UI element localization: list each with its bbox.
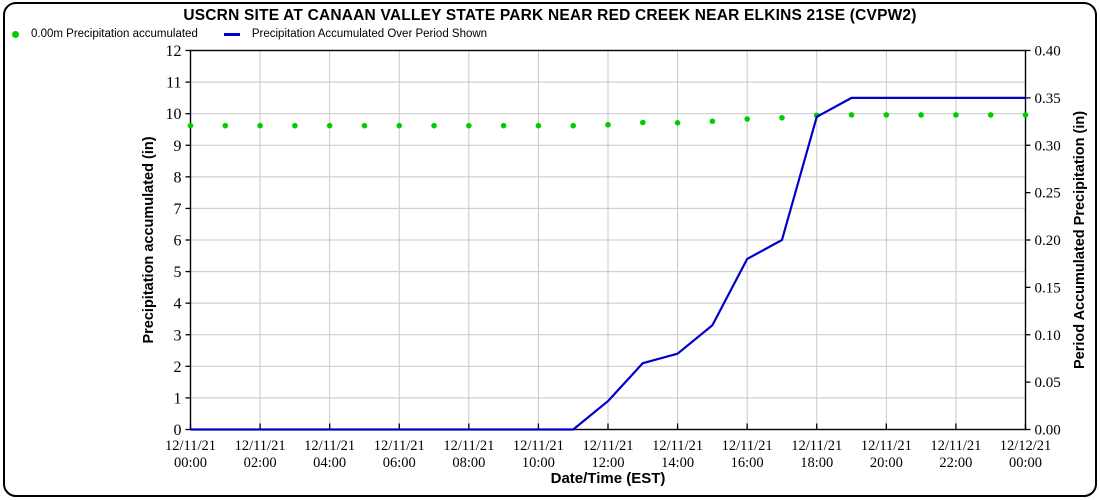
svg-text:4: 4 [174, 296, 182, 313]
svg-text:22:00: 22:00 [939, 455, 972, 471]
page-title: USCRN SITE AT CANAAN VALLEY STATE PARK N… [183, 7, 917, 24]
svg-text:12/11/21: 12/11/21 [235, 438, 286, 454]
svg-text:00:00: 00:00 [1009, 455, 1042, 471]
svg-text:12/11/21: 12/11/21 [861, 438, 912, 454]
series-dots [187, 112, 1029, 129]
svg-text:0.20: 0.20 [1035, 233, 1061, 249]
svg-text:12/11/21: 12/11/21 [513, 438, 564, 454]
legend-item-label: 0.00m Precipitation accumulated [31, 28, 198, 40]
svg-text:14:00: 14:00 [661, 455, 694, 471]
svg-text:10: 10 [166, 106, 182, 123]
svg-text:12/11/21: 12/11/21 [304, 438, 355, 454]
svg-text:12/11/21: 12/11/21 [443, 438, 494, 454]
svg-text:04:00: 04:00 [313, 455, 346, 471]
svg-text:9: 9 [174, 138, 182, 155]
svg-text:12/11/21: 12/11/21 [791, 438, 842, 454]
y-left-axis-title: Precipitation accumulated (in) [141, 136, 157, 343]
svg-text:12:00: 12:00 [591, 455, 624, 471]
legend-item-label: Precipitation Accumulated Over Period Sh… [251, 28, 488, 40]
svg-text:12/11/21: 12/11/21 [652, 438, 703, 454]
svg-text:1: 1 [174, 390, 182, 407]
svg-text:0.25: 0.25 [1035, 186, 1061, 202]
svg-text:12/11/21: 12/11/21 [165, 438, 216, 454]
svg-text:12/11/21: 12/11/21 [930, 438, 981, 454]
y-right-axis: 0.00 0.05 0.10 0.15 0.20 0.25 0.30 0.35 0.40 [1025, 44, 1061, 439]
blue-line-marker-icon [223, 32, 240, 36]
legend: 0.00m Precipitation accumulated Precipit… [12, 28, 487, 40]
x-axis-title: Date/Time (EST) [551, 470, 666, 487]
svg-text:12/11/21: 12/11/21 [582, 438, 633, 454]
svg-text:02:00: 02:00 [244, 455, 277, 471]
svg-text:7: 7 [174, 201, 182, 218]
svg-text:12/11/21: 12/11/21 [722, 438, 773, 454]
svg-text:0.00: 0.00 [1035, 423, 1061, 439]
svg-text:0: 0 [174, 422, 182, 439]
x-axis: 12/11/2100:0012/11/2102:0012/11/2104:001… [165, 423, 1052, 471]
svg-text:10:00: 10:00 [522, 455, 555, 471]
series-line [190, 96, 1026, 431]
svg-text:12/12/21: 12/12/21 [1000, 438, 1052, 454]
svg-text:18:00: 18:00 [800, 455, 833, 471]
svg-text:00:00: 00:00 [174, 455, 207, 471]
svg-text:6: 6 [174, 233, 182, 250]
y-right-axis-title: Period Accumulated Precipitation (in) [1072, 111, 1088, 369]
svg-text:3: 3 [174, 327, 182, 344]
svg-text:0.10: 0.10 [1035, 328, 1061, 344]
svg-text:08:00: 08:00 [452, 455, 485, 471]
svg-text:0.05: 0.05 [1035, 375, 1061, 391]
svg-text:12: 12 [166, 43, 182, 60]
gridlines [190, 50, 1026, 430]
svg-text:0.30: 0.30 [1035, 138, 1061, 154]
svg-text:12/11/21: 12/11/21 [374, 438, 425, 454]
legend-item: 0.00m Precipitation accumulated [12, 28, 198, 40]
svg-text:5: 5 [174, 264, 182, 281]
legend-item: Precipitation Accumulated Over Period Sh… [223, 28, 488, 40]
svg-text:0.15: 0.15 [1035, 280, 1061, 296]
svg-text:0.35: 0.35 [1035, 91, 1061, 107]
svg-text:0.40: 0.40 [1035, 44, 1061, 60]
svg-text:16:00: 16:00 [731, 455, 764, 471]
svg-text:2: 2 [174, 359, 182, 376]
green-dot-marker-icon [12, 30, 19, 38]
svg-text:20:00: 20:00 [870, 455, 903, 471]
svg-text:06:00: 06:00 [383, 455, 416, 471]
svg-text:8: 8 [174, 169, 182, 186]
svg-text:11: 11 [166, 75, 181, 92]
